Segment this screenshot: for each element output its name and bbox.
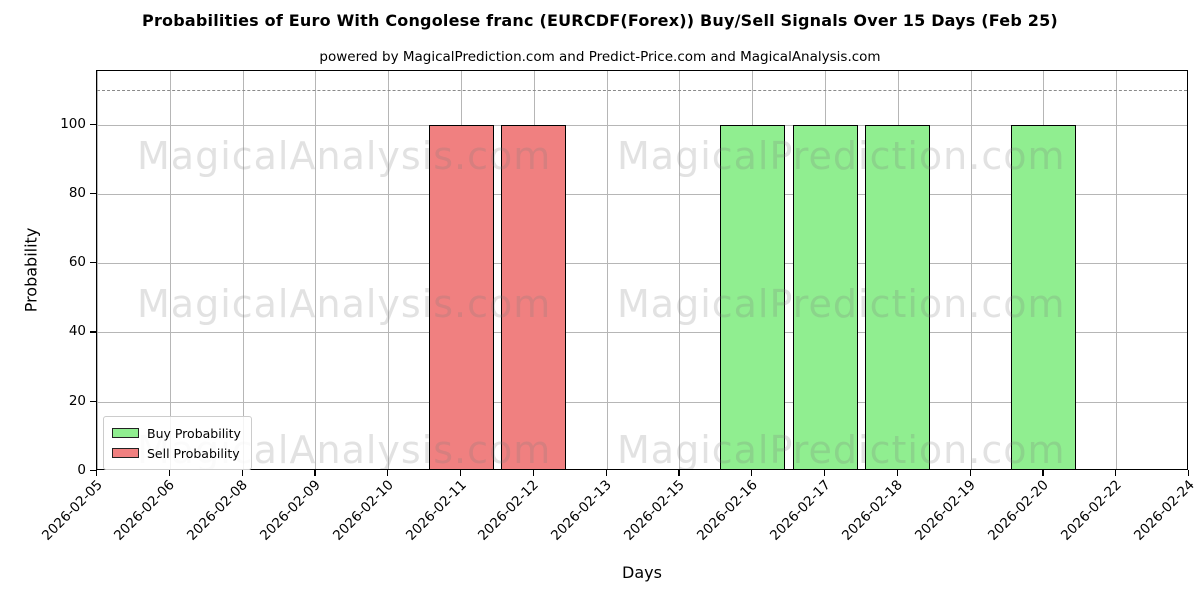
x-tick-label: 2026-02-19 (912, 477, 979, 544)
x-tick-mark (1042, 470, 1044, 476)
y-tick-mark (90, 192, 96, 195)
x-tick-label: 2026-02-08 (184, 477, 251, 544)
x-tick-label: 2026-02-22 (1057, 477, 1125, 544)
legend: Buy Probability Sell Probability (103, 416, 252, 470)
y-tick-mark (90, 331, 96, 333)
h-gridline (97, 263, 1187, 265)
y-tick-label: 20 (68, 392, 86, 409)
x-tick-label: 2026-02-13 (548, 477, 615, 544)
y-tick-mark (90, 123, 96, 125)
x-tick-mark (314, 470, 316, 476)
x-tick-mark (96, 470, 98, 476)
buy-bar-2026-02-20 (1010, 124, 1076, 469)
x-tick-label: 2026-02-17 (766, 477, 834, 544)
watermark-text: MagicalPrediction.com (617, 428, 1066, 470)
x-axis-label: Days (622, 563, 662, 582)
x-tick-mark (896, 470, 898, 476)
x-tick-label: 2026-02-06 (111, 477, 179, 544)
x-tick-label: 2026-02-24 (1130, 477, 1198, 544)
x-tick-mark (824, 470, 826, 476)
x-tick-mark (1188, 470, 1190, 476)
chart-subtitle: powered by MagicalPrediction.com and Pre… (319, 49, 881, 65)
x-tick-label: 2026-02-20 (984, 477, 1052, 544)
x-tick-label: 2026-02-12 (475, 477, 543, 544)
x-tick-mark (605, 470, 607, 476)
x-tick-label: 2026-02-15 (620, 477, 688, 544)
x-tick-mark (532, 470, 534, 476)
chart-title: Probabilities of Euro With Congolese fra… (142, 11, 1058, 30)
v-gridline (606, 71, 608, 469)
x-tick-mark (387, 470, 389, 476)
sell-swatch-icon (112, 448, 139, 458)
y-tick-label: 100 (60, 115, 86, 132)
h-gridline (97, 124, 1187, 126)
h-gridline (97, 401, 1187, 403)
v-gridline (97, 71, 98, 469)
buy-bar-2026-02-17 (792, 124, 858, 469)
x-tick-label: 2026-02-09 (256, 477, 324, 544)
v-gridline (679, 71, 681, 469)
y-tick-label: 40 (68, 323, 86, 340)
legend-label-sell: Sell Probability (147, 445, 240, 461)
sell-bar-2026-02-12 (501, 124, 567, 469)
x-tick-mark (460, 470, 462, 476)
x-tick-mark (969, 470, 971, 476)
dashed-threshold-line (97, 90, 1187, 92)
y-tick-mark (90, 470, 96, 472)
x-tick-mark (1115, 470, 1117, 476)
buy-bar-2026-02-16 (719, 124, 785, 469)
x-tick-mark (751, 470, 753, 476)
x-tick-mark (241, 470, 243, 476)
buy-bar-2026-02-18 (865, 124, 931, 469)
watermark-text: MagicalAnalysis.com (137, 134, 552, 178)
y-tick-label: 60 (68, 254, 86, 271)
x-tick-mark (678, 470, 680, 476)
v-gridline (970, 71, 972, 469)
x-tick-label: 2026-02-05 (38, 477, 106, 544)
h-gridline (97, 332, 1187, 334)
v-gridline (1116, 71, 1118, 469)
y-tick-label: 80 (68, 184, 86, 201)
plot-area: MagicalAnalysis.com MagicalPrediction.com… (96, 70, 1188, 470)
x-tick-label: 2026-02-10 (329, 477, 397, 544)
x-tick-label: 2026-02-18 (839, 477, 907, 544)
v-gridline (242, 71, 244, 469)
sell-bar-2026-02-11 (428, 124, 494, 469)
x-tick-label: 2026-02-16 (693, 477, 761, 544)
legend-item-buy: Buy Probability (112, 423, 241, 443)
watermark-text: MagicalAnalysis.com (137, 282, 552, 326)
y-tick-mark (90, 400, 96, 402)
h-gridline (97, 193, 1187, 195)
y-tick-label: 0 (77, 462, 86, 478)
watermark-text: MagicalPrediction.com (617, 134, 1066, 178)
x-tick-label: 2026-02-11 (402, 477, 470, 544)
x-tick-mark (168, 470, 170, 476)
watermark-text: MagicalPrediction.com (617, 282, 1066, 326)
legend-item-sell: Sell Probability (112, 443, 241, 463)
v-gridline (315, 71, 317, 469)
legend-label-buy: Buy Probability (147, 425, 241, 441)
y-tick-mark (90, 262, 96, 264)
buy-swatch-icon (112, 428, 139, 438)
v-gridline (388, 71, 390, 469)
v-gridline (169, 71, 171, 469)
